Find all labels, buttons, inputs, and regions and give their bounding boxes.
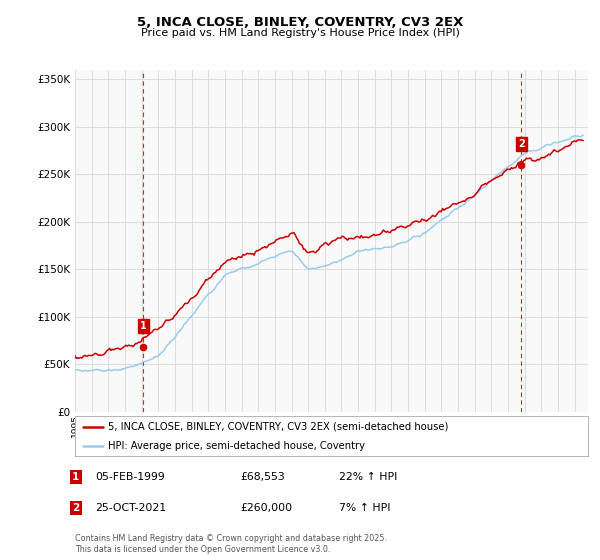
Text: 2: 2 [72,503,79,513]
Text: 25-OCT-2021: 25-OCT-2021 [95,503,166,513]
Text: £260,000: £260,000 [240,503,292,513]
Text: 7% ↑ HPI: 7% ↑ HPI [339,503,391,513]
Text: £68,553: £68,553 [240,472,285,482]
Text: 1: 1 [72,472,79,482]
Text: Contains HM Land Registry data © Crown copyright and database right 2025.
This d: Contains HM Land Registry data © Crown c… [75,534,387,554]
Text: 1: 1 [140,321,146,330]
Text: 2: 2 [518,139,525,149]
Text: 22% ↑ HPI: 22% ↑ HPI [339,472,397,482]
Text: HPI: Average price, semi-detached house, Coventry: HPI: Average price, semi-detached house,… [109,441,365,451]
Text: 05-FEB-1999: 05-FEB-1999 [95,472,164,482]
Text: 5, INCA CLOSE, BINLEY, COVENTRY, CV3 2EX (semi-detached house): 5, INCA CLOSE, BINLEY, COVENTRY, CV3 2EX… [109,422,449,432]
Text: 5, INCA CLOSE, BINLEY, COVENTRY, CV3 2EX: 5, INCA CLOSE, BINLEY, COVENTRY, CV3 2EX [137,16,463,29]
Text: Price paid vs. HM Land Registry's House Price Index (HPI): Price paid vs. HM Land Registry's House … [140,28,460,38]
